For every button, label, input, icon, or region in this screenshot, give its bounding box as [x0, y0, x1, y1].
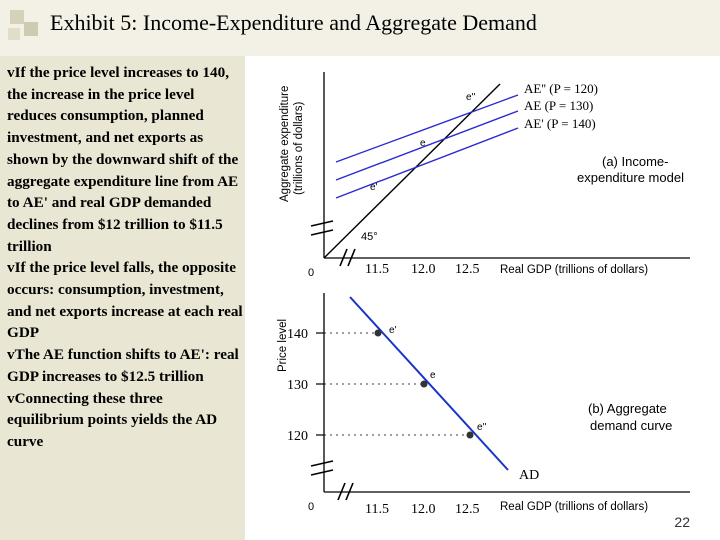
bullet-marker-icon: v [7, 259, 15, 277]
panel-a-y-axis-break [310, 220, 334, 236]
panel-a: Aggregate expenditure (trillions of doll… [279, 72, 690, 279]
point-label-e-prime: e' [370, 182, 378, 193]
ad-point-label-e-double-prime: e'' [477, 422, 486, 433]
panel-a-x-tick-label: 11.5 [365, 262, 389, 277]
bullet-item: vThe AE function shifts to AE': real GDP… [7, 344, 243, 387]
panel-a-y-axis-label: Aggregate expenditure [279, 86, 291, 202]
panel-a-caption: expenditure model [577, 170, 684, 185]
panel-a-x-tick-label: 12.5 [455, 262, 480, 277]
panel-a-y-axis-label: (trillions of dollars) [293, 102, 305, 195]
panel-a-angle-label: 45° [361, 231, 378, 243]
panel-b-x-tick-label: 12.5 [455, 502, 480, 517]
panel-b-y-axis-label: Price level [277, 319, 289, 372]
ad-curve-label: AD [519, 468, 539, 483]
text-panel-background [0, 56, 245, 540]
panel-b-x-axis-break [337, 482, 354, 501]
decorative-corner-graphic [8, 10, 38, 40]
panel-a-caption: (a) Income- [602, 154, 668, 169]
bullet-item: vIf the price level increases to 140, th… [7, 62, 243, 257]
bullet-marker-icon: v [7, 346, 15, 364]
panel-a-x-axis-label: Real GDP (trillions of dollars) [500, 264, 648, 276]
panel-b-origin: 0 [308, 501, 314, 513]
panel-b-guide-lines [324, 332, 470, 436]
slide-title: Exhibit 5: Income-Expenditure and Aggreg… [50, 10, 537, 35]
bullet-list: vIf the price level increases to 140, th… [7, 62, 243, 453]
panel-b-y-tick-marks [316, 332, 324, 436]
ae-prime-label: AE' (P = 140) [524, 116, 596, 131]
panel-b-x-tick-label: 11.5 [365, 502, 389, 517]
panel-a-origin: 0 [308, 267, 314, 279]
bullet-marker-icon: v [7, 389, 15, 407]
panel-a-x-tick-label: 12.0 [411, 262, 436, 277]
ad-point-label-e-prime: e' [389, 325, 397, 336]
panel-b-caption: (b) Aggregate [588, 401, 667, 416]
ae-double-prime-line [335, 94, 519, 163]
ad-point-e-prime [374, 329, 382, 337]
ae-prime-line [335, 127, 519, 199]
panel-b-y-tick-label: 120 [287, 429, 308, 444]
ae-line [335, 110, 519, 181]
ad-point-e [420, 380, 428, 388]
panel-a-45-degree-line [323, 83, 501, 259]
ae-label: AE (P = 130) [524, 98, 593, 113]
page-number: 22 [674, 514, 690, 530]
panel-b-y-axis-break [310, 460, 334, 476]
panel-b-caption: demand curve [590, 418, 672, 433]
panel-b-y-tick-label: 140 [287, 327, 308, 342]
ad-curve [349, 296, 509, 471]
ae-double-prime-label: AE'' (P = 120) [524, 81, 598, 96]
bullet-text: If the price level increases to 140, the… [7, 64, 239, 255]
bullet-text: The AE function shifts to AE': real GDP … [7, 346, 239, 385]
panel-b-x-tick-label: 12.0 [411, 502, 436, 517]
panel-b-y-tick-label: 130 [287, 378, 308, 393]
panel-b-x-axis-label: Real GDP (trillions of dollars) [500, 501, 648, 513]
bullet-text: Connecting these three equilibrium point… [7, 389, 218, 450]
bullet-text: If the price level falls, the opposite o… [7, 259, 243, 342]
panel-a-x-axis-break [339, 248, 356, 267]
panel-b: Price level 140 130 120 e' e [277, 293, 690, 517]
ad-point-e-double-prime [466, 431, 474, 439]
bullet-item: vIf the price level falls, the opposite … [7, 257, 243, 344]
bullet-marker-icon: v [7, 64, 15, 81]
bullet-item: vConnecting these three equilibrium poin… [7, 388, 243, 453]
ad-point-label-e: e [430, 370, 436, 381]
point-label-e: e [420, 138, 426, 149]
point-label-e-double-prime: e'' [466, 92, 475, 103]
